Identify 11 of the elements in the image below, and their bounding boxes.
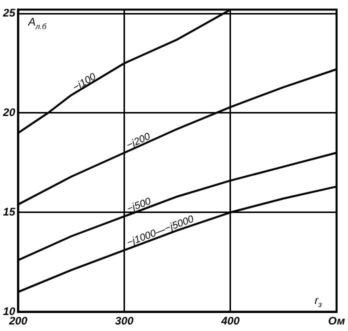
text: −j200: [125, 131, 153, 152]
y-tick-label: 20: [2, 107, 16, 120]
text: −j500: [126, 196, 153, 216]
text: −j100: [71, 71, 98, 94]
y-tick-label: 10: [2, 306, 16, 318]
y-tick-label: 15: [2, 206, 16, 218]
x-tick-label: 400: [220, 315, 241, 328]
x-tick-label: Ом: [328, 315, 345, 328]
x-tick-label: 200: [8, 315, 28, 328]
x-tick-label: 300: [115, 315, 134, 328]
y-tick-label: 25: [2, 8, 16, 20]
